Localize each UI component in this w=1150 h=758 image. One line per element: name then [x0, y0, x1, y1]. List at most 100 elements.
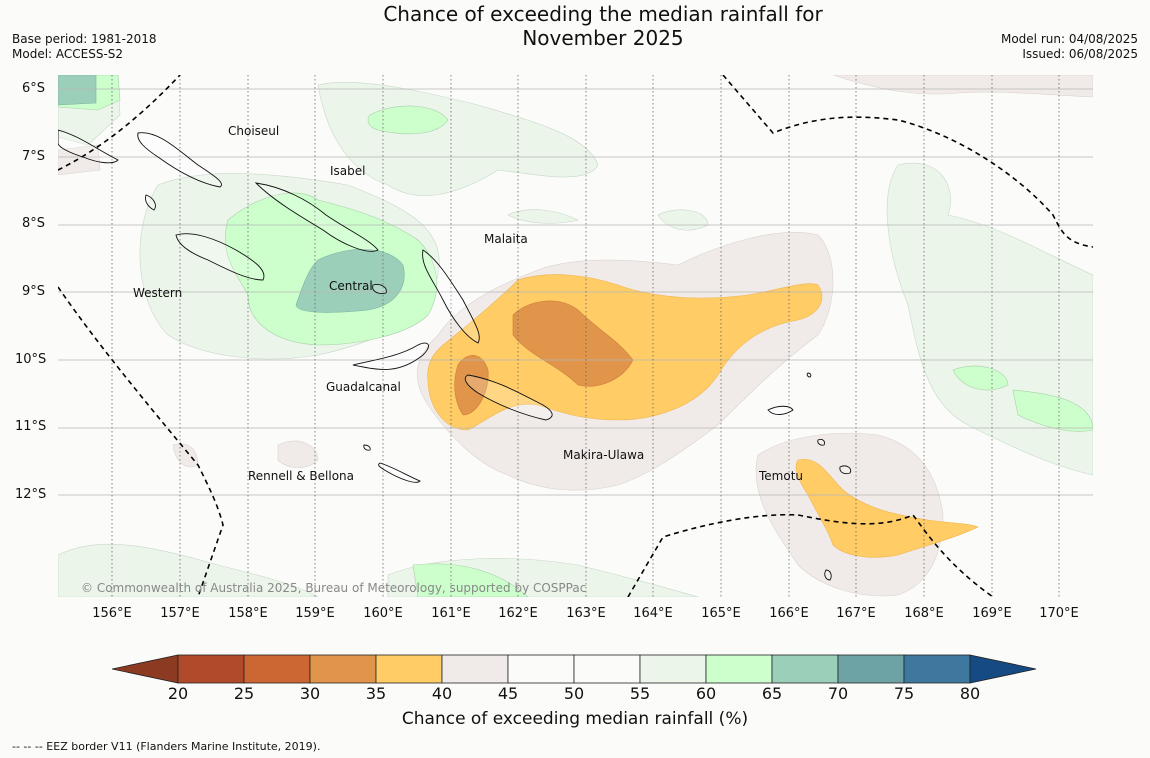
copyright-notice: © Commonwealth of Australia 2025, Bureau… [81, 581, 586, 595]
label-western: Western [133, 286, 182, 300]
choiseul-island [137, 132, 222, 188]
colorbar [111, 654, 1038, 688]
label-central: Central [329, 279, 373, 293]
lon-label-159e: 159°E [295, 606, 335, 621]
label-malaita: Malaita [484, 232, 528, 246]
lon-label-162e: 162°E [498, 606, 538, 621]
colorbar-bin-30-35 [309, 654, 377, 684]
eez-line-east-top [722, 75, 1093, 248]
colorbar-bin-70-75 [837, 654, 905, 684]
lat-label-11s: 11°S [15, 419, 47, 434]
base-period: Base period: 1981-2018 [12, 32, 157, 46]
eez-footnote: -- -- -- EEZ border V11 (Flanders Marine… [12, 740, 321, 753]
colorbar-tick-45: 45 [497, 684, 519, 703]
lon-label-165e: 165°E [701, 606, 741, 621]
lon-label-156e: 156°E [92, 606, 132, 621]
lat-label-10s: 10°S [15, 352, 47, 367]
model-name: Model: ACCESS-S2 [12, 47, 124, 61]
colorbar-bin-75-80 [903, 654, 971, 684]
colorbar-under-triangle [111, 654, 179, 684]
contour-65-70 [58, 75, 405, 313]
colorbar-tick-60: 60 [695, 684, 717, 703]
map-svg: Choiseul Isabel Malaita Central Western … [58, 75, 1093, 597]
meta-left: Base period: 1981-2018 Model: ACCESS-S2 [12, 32, 157, 62]
guadalcanal-island [464, 374, 553, 421]
colorbar-bin-60-65 [705, 654, 773, 684]
central-islands [372, 284, 387, 294]
new-georgia-island [175, 233, 265, 281]
lon-label-164e: 164°E [633, 606, 673, 621]
eez-line-west [58, 286, 224, 597]
colorbar-over-triangle [969, 654, 1037, 684]
model-run: Model run: 04/08/2025 [1000, 32, 1138, 46]
colorbar-title: Chance of exceeding median rainfall (%) [401, 709, 749, 729]
lon-label-167e: 167°E [836, 606, 876, 621]
colorbar-bin-55-60 [639, 654, 707, 684]
lon-label-169e: 169°E [972, 606, 1012, 621]
lon-label-168e: 168°E [904, 606, 944, 621]
rennell-island [378, 462, 421, 483]
lat-label-7s: 7°S [22, 149, 46, 164]
eez-line-south [627, 513, 994, 597]
colorbar-tick-55: 55 [629, 684, 651, 703]
colorbar-tick-75: 75 [893, 684, 915, 703]
title-line-2: November 2025 [522, 26, 684, 50]
colorbar-bin-40-45 [441, 654, 509, 684]
islands [58, 129, 852, 581]
lat-label-8s: 8°S [22, 216, 46, 231]
label-guadalcanal: Guadalcanal [326, 380, 401, 394]
colorbar-tick-20: 20 [167, 684, 189, 703]
lon-label-157e: 157°E [160, 606, 200, 621]
colorbar-tick-70: 70 [827, 684, 849, 703]
latitude-gridlines [58, 88, 1093, 496]
temotu-islet-1 [817, 438, 825, 446]
shortland-island [145, 194, 156, 211]
colorbar-tick-80: 80 [959, 684, 981, 703]
lon-label-161e: 161°E [431, 606, 471, 621]
malaita-island [422, 249, 480, 344]
eez-borders [58, 75, 1093, 597]
colorbar-bin-65-70 [771, 654, 839, 684]
longitude-gridlines [111, 75, 1060, 597]
meta-right: Model run: 04/08/2025 Issued: 06/08/2025 [1001, 32, 1138, 62]
eez-line-west-top [58, 75, 181, 171]
lon-label-170e: 170°E [1039, 606, 1079, 621]
colorbar-bin-25-30 [243, 654, 311, 684]
colorbar-bin-45-50 [507, 654, 575, 684]
santa-cruz-island [767, 405, 794, 415]
colorbar-bin-20-25 [177, 654, 245, 684]
lat-label-9s: 9°S [22, 284, 46, 299]
temotu-islet-2 [839, 465, 852, 475]
lon-label-160e: 160°E [363, 606, 403, 621]
contour-30-35 [454, 300, 634, 416]
colorbar-svg [111, 654, 1037, 684]
lon-label-166e: 166°E [769, 606, 809, 621]
lat-label-6s: 6°S [22, 81, 46, 96]
isabel-island [254, 182, 379, 252]
label-rennell-bellona: Rennell & Bellona [248, 469, 354, 483]
colorbar-tick-30: 30 [299, 684, 321, 703]
colorbar-bin-35-40 [375, 654, 443, 684]
bougainville-coast [58, 129, 119, 164]
lon-label-158e: 158°E [228, 606, 268, 621]
colorbar-tick-65: 65 [761, 684, 783, 703]
small-islet-2 [824, 569, 832, 581]
bellona-island [363, 444, 371, 451]
colorbar-tick-25: 25 [233, 684, 255, 703]
label-choiseul: Choiseul [228, 124, 279, 138]
label-temotu: Temotu [758, 469, 803, 483]
makira-island [352, 342, 429, 370]
colorbar-bin-50-55 [573, 654, 641, 684]
lat-label-12s: 12°S [15, 487, 47, 502]
label-makira-ulawa: Makira-Ulawa [563, 448, 644, 462]
lon-label-163e: 163°E [566, 606, 606, 621]
colorbar-tick-40: 40 [431, 684, 453, 703]
colorbar-tick-35: 35 [365, 684, 387, 703]
colorbar-tick-50: 50 [563, 684, 585, 703]
rainfall-map: Choiseul Isabel Malaita Central Western … [58, 75, 1093, 597]
map-title: Chance of exceeding the median rainfall … [0, 2, 1150, 50]
small-islet-1 [806, 372, 812, 378]
label-isabel: Isabel [330, 164, 365, 178]
title-line-1: Chance of exceeding the median rainfall … [383, 2, 823, 26]
issued-date: Issued: 06/08/2025 [1022, 47, 1138, 61]
